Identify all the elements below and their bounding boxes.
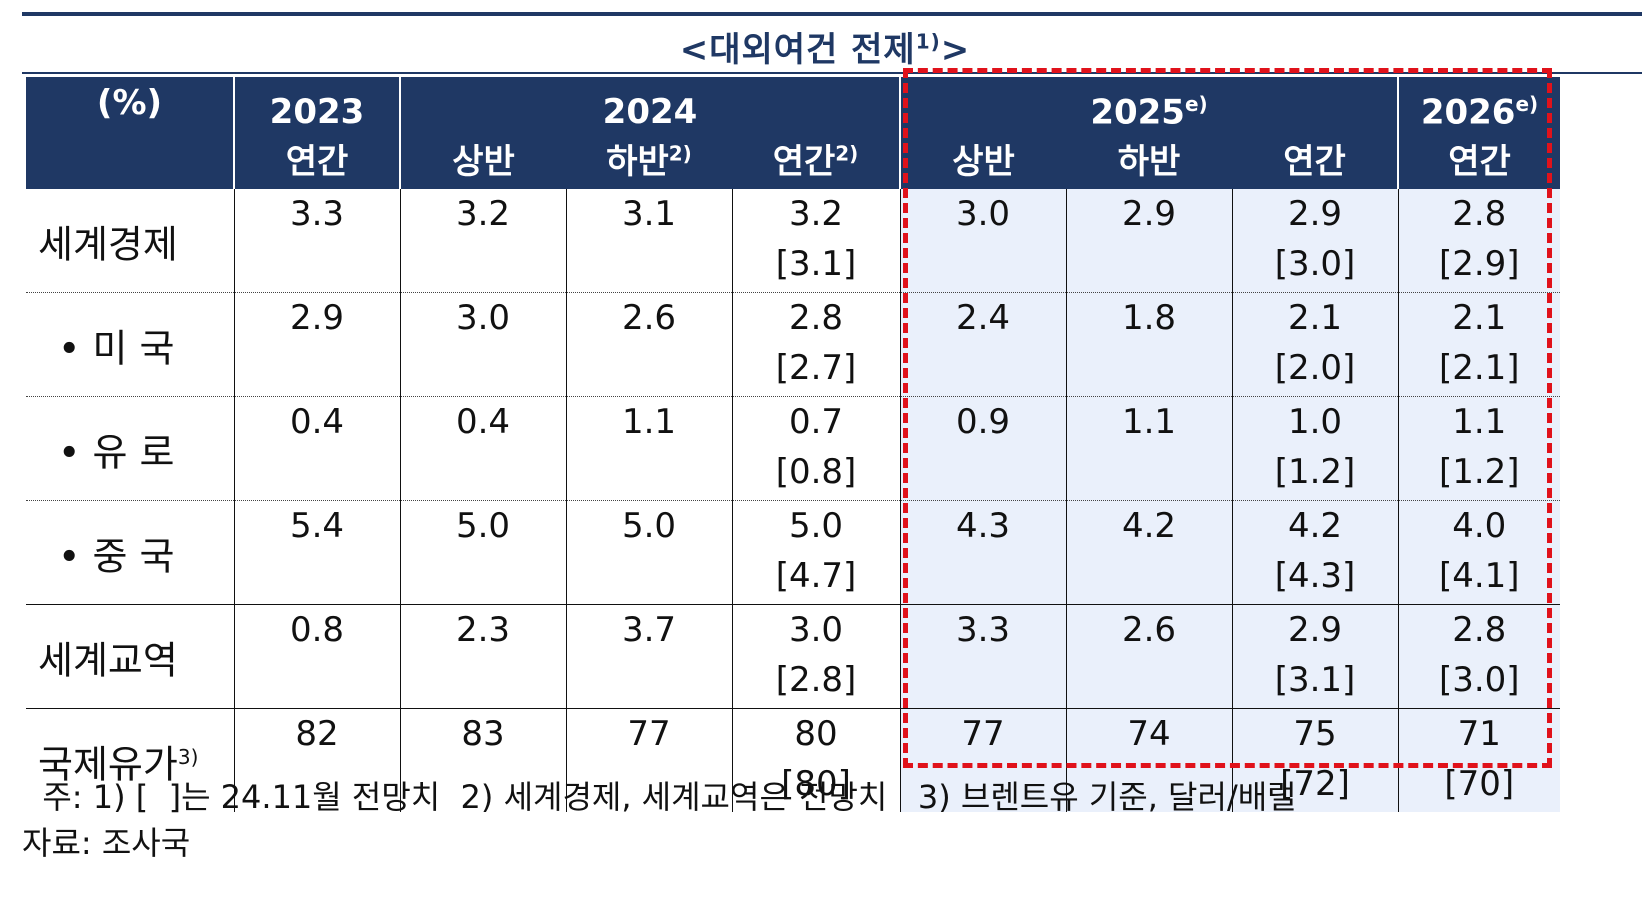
row-label: • 유 로 — [26, 396, 234, 501]
data-cell: 71 [70] — [1397, 708, 1560, 812]
data-cell: 0.7 [0.8] — [731, 396, 900, 501]
data-cell: 77 — [565, 708, 732, 812]
data-cell: 1.8 — [1065, 292, 1232, 397]
data-cell: 82 — [233, 708, 400, 812]
row-label: • 미 국 — [26, 292, 234, 397]
data-cell: 3.2 — [399, 189, 566, 293]
period-header: 연간 — [1397, 134, 1560, 189]
data-cell: 2.8 [2.7] — [731, 292, 900, 397]
data-cell: 2.8 [3.0] — [1397, 604, 1560, 709]
data-cell: 2.1 [2.1] — [1397, 292, 1560, 397]
year-header-2023: 2023 — [233, 77, 400, 134]
data-cell: 1.1 [1.2] — [1397, 396, 1560, 501]
period-header: 연간2) — [732, 134, 900, 189]
table-row: 세계경제 3.3 3.2 3.1 3.2 [3.1] 3.0 2.9 2.9 [3.0] 2.8 [2… — [26, 189, 1560, 293]
footnote: 주: 1) [ ]는 24.11월 전망치 2) 세계경제, 세계교역은 전망치… — [22, 778, 1297, 816]
period-header: 상반 — [899, 134, 1066, 189]
data-cell: 77 — [899, 708, 1066, 812]
period-header: 연간 — [1232, 134, 1398, 189]
data-cell: 3.1 — [565, 189, 732, 293]
data-cell: 80 [80] — [731, 708, 900, 812]
data-cell: 75 [72] — [1231, 708, 1398, 812]
period-header: 연간 — [233, 134, 400, 189]
table-title: <대외여건 전제1)> — [0, 22, 1650, 71]
forecast-table: (%) 2023 2024 2025e) 2026e) 연간 상반 하반2) 연… — [26, 77, 1560, 812]
data-cell: 5.0 — [565, 500, 732, 605]
row-label: 세계교역 — [26, 604, 234, 709]
data-cell: 2.9 — [233, 292, 400, 397]
data-cell: 5.0 [4.7] — [731, 500, 900, 605]
table-body: 세계경제 3.3 3.2 3.1 3.2 [3.1] 3.0 2.9 2.9 [3.0] 2.8 [2… — [26, 189, 1560, 812]
data-cell: 2.9 — [1065, 189, 1232, 293]
data-cell: 0.4 — [233, 396, 400, 501]
data-cell: 2.9 [3.0] — [1231, 189, 1398, 293]
title-footnote-mark: 1) — [915, 29, 941, 54]
table-row: • 유 로 0.4 0.4 1.1 0.7 [0.8] 0.9 1.1 1.0 [1.2] 1.1[… — [26, 396, 1560, 501]
data-cell: 4.0 [4.1] — [1397, 500, 1560, 605]
data-cell: 3.2 [3.1] — [731, 189, 900, 293]
table-title-text: <대외여건 전제 — [679, 30, 916, 70]
header-row-periods: 연간 상반 하반2) 연간2) 상반 하반 연간 연간 — [26, 134, 1560, 189]
data-cell: 3.3 — [899, 604, 1066, 709]
period-header: 하반 — [1066, 134, 1232, 189]
year-header-2025: 2025e) — [899, 77, 1398, 134]
data-cell: 2.9 [3.1] — [1231, 604, 1398, 709]
data-cell: 2.8 [2.9] — [1397, 189, 1560, 293]
table-title-end: > — [940, 30, 971, 70]
table-row: 국제유가3) 82 83 77 80 [80] 77 74 75 [72] 71 [70] — [26, 708, 1560, 812]
forecast-highlight-box — [903, 68, 1552, 768]
data-cell: 1.1 — [1065, 396, 1232, 501]
data-cell: 1.1 — [565, 396, 732, 501]
unit-header: (%) — [26, 77, 234, 189]
data-cell: 4.3 — [899, 500, 1066, 605]
data-cell: 3.7 — [565, 604, 732, 709]
data-cell: 0.4 — [399, 396, 566, 501]
data-cell: 0.9 — [899, 396, 1066, 501]
table-row: • 미 국 2.9 3.0 2.6 2.8 [2.7] 2.4 1.8 2.1 [2.0] 2.1[… — [26, 292, 1560, 397]
data-cell: 3.0 — [899, 189, 1066, 293]
period-header: 하반2) — [566, 134, 732, 189]
data-cell: 74 — [1065, 708, 1232, 812]
row-label: • 중 국 — [26, 500, 234, 605]
data-cell: 3.0 [2.8] — [731, 604, 900, 709]
period-header: 상반 — [399, 134, 566, 189]
data-cell: 3.0 — [399, 292, 566, 397]
table-row: 세계교역 0.8 2.3 3.7 3.0 [2.8] 3.3 2.6 2.9 [3.1] 2.8 [3… — [26, 604, 1560, 709]
data-cell: 4.2 — [1065, 500, 1232, 605]
data-cell: 83 — [399, 708, 566, 812]
year-header-2024: 2024 — [399, 77, 900, 134]
data-cell: 5.4 — [233, 500, 400, 605]
title-rule — [22, 72, 1642, 74]
data-cell: 4.2 [4.3] — [1231, 500, 1398, 605]
row-label: 국제유가3) — [38, 742, 199, 787]
year-header-2026: 2026e) — [1397, 77, 1560, 134]
row-label: 세계경제 — [26, 189, 234, 293]
data-cell: 2.1 [2.0] — [1231, 292, 1398, 397]
data-cell: 3.3 — [233, 189, 400, 293]
data-cell: 5.0 — [399, 500, 566, 605]
data-cell: 0.8 — [233, 604, 400, 709]
data-cell: 2.6 — [565, 292, 732, 397]
source-note: 자료: 조사국 — [22, 824, 191, 862]
data-cell: 2.3 — [399, 604, 566, 709]
header-row-years: (%) 2023 2024 2025e) 2026e) — [26, 77, 1560, 189]
top-rule — [22, 12, 1642, 16]
data-cell: 1.0 [1.2] — [1231, 396, 1398, 501]
data-cell: 2.4 — [899, 292, 1066, 397]
table-row: • 중 국 5.4 5.0 5.0 5.0 [4.7] 4.3 4.2 4.2 [4.3] 4.0[… — [26, 500, 1560, 605]
data-cell: 2.6 — [1065, 604, 1232, 709]
